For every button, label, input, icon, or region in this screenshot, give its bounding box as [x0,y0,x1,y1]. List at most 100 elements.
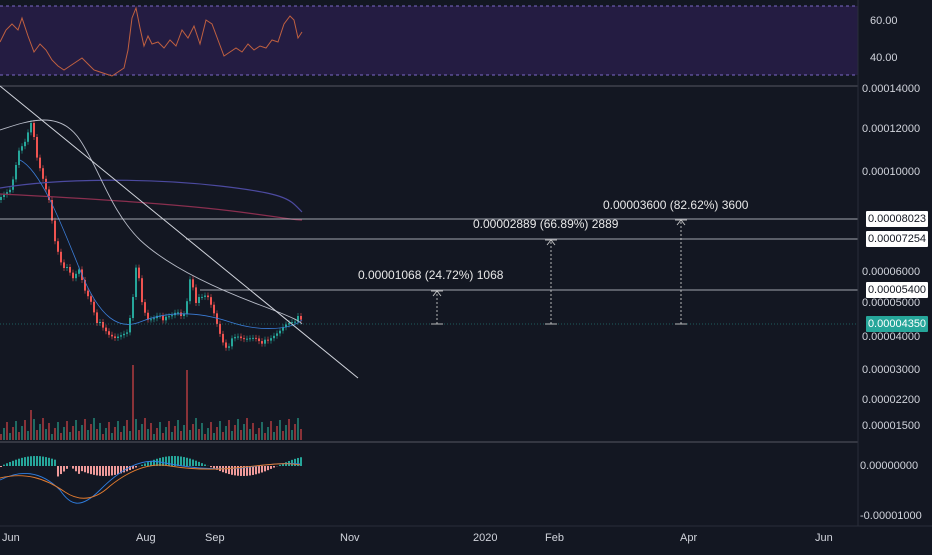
volume-bar [240,430,242,440]
candle-body [60,252,62,263]
candle-body [87,291,89,297]
volume-bar [255,434,257,440]
measure-arrow-3[interactable] [675,220,687,324]
candle-body [18,151,20,165]
candle-body [33,123,35,137]
macd-bar [54,460,56,466]
volume-bar [96,429,98,440]
volume-bar [300,429,302,440]
macd-bar [48,458,50,466]
candle-body [63,262,65,268]
macd-bar [24,457,26,466]
candle-body [114,336,116,338]
macd-bar [114,466,116,475]
measure-label-1: 0.00001068 (24.72%) 1068 [358,268,503,282]
volume-bar [84,419,86,440]
macd-bar [105,466,107,476]
volume-bar [60,433,62,440]
volume-bar [132,365,134,440]
macd-bar [9,462,11,466]
macd-bar [165,457,167,466]
volume-bar [186,370,188,440]
macd-bar [195,461,197,466]
measure-label-2: 0.00002889 (66.89%) 2889 [473,217,618,231]
candle-body [231,338,233,346]
macd-bar [33,456,35,466]
macd-bar [81,466,83,471]
candle-body [150,319,152,320]
volume-bar [51,434,53,440]
volume-bar [219,421,221,440]
macd-bar [201,463,203,466]
candle-body [96,312,98,323]
price-axis-label: 0.00004000 [862,330,920,344]
macd-bar [45,457,47,466]
candle-body [141,278,143,302]
volume-bar [216,427,218,440]
volume-bar [207,428,209,440]
candle-body [198,297,200,303]
candle-body [213,305,215,314]
macd-bar [249,466,251,475]
volume-bar [138,430,140,440]
volume-bar [108,422,110,440]
candle-body [234,337,236,338]
volume-bar [69,432,71,440]
volume-bar [177,420,179,440]
candle-body [24,142,26,146]
measure-label-3: 0.00003600 (82.62%) 3600 [603,198,748,212]
candle-body [117,337,119,338]
macd-bar [267,466,269,470]
macd-bar [57,466,59,476]
price-tag-level-5400: 0.00005400 [866,282,928,298]
macd-bar [30,456,32,466]
volume-bar [213,433,215,440]
macd-axis-label-negative: -0.00001000 [860,510,922,522]
macd-bar [60,466,62,474]
volume-bar [54,428,56,440]
volume-bar [195,418,197,440]
macd-bar [147,462,149,466]
volume-bar [153,434,155,440]
ma-line-red [0,194,302,220]
volume-bar [18,432,20,440]
volume-bar [6,422,8,440]
volume-bar [45,429,47,440]
volume-bar [228,420,230,440]
time-axis-label: Apr [680,532,697,544]
price-tag-level-7254: 0.00007254 [866,231,928,247]
candle-body [27,132,29,141]
candle-body [0,197,2,200]
time-axis-label: Feb [545,532,564,544]
candle-body [252,338,254,339]
trendline[interactable] [0,86,358,378]
macd-bar [279,465,281,466]
price-axis-label: 0.00002200 [862,393,920,407]
candle-body [135,268,137,297]
measure-arrow-1[interactable] [431,291,443,324]
candle-body [15,165,17,179]
macd-bar [51,459,53,466]
measure-arrow-2[interactable] [545,240,557,324]
volume-bar [75,420,77,440]
candle-body [99,322,101,323]
macd-bar [258,466,260,473]
volume-bar [180,431,182,440]
candle-body [237,337,239,338]
macd-bar [261,466,263,472]
candle-body [129,318,131,332]
macd-bar [108,466,110,476]
macd-bar [42,457,44,466]
candle-body [57,241,59,252]
volume-bar [264,433,266,440]
candle-body [273,336,275,338]
candle-body [54,221,56,242]
ma-line-white [0,120,302,324]
volume-bar [57,422,59,440]
volume-bar [126,420,128,440]
volume-bars [0,365,302,440]
macd-bar [90,466,92,474]
volume-bar [165,427,167,440]
time-axis-label: Aug [136,532,156,544]
